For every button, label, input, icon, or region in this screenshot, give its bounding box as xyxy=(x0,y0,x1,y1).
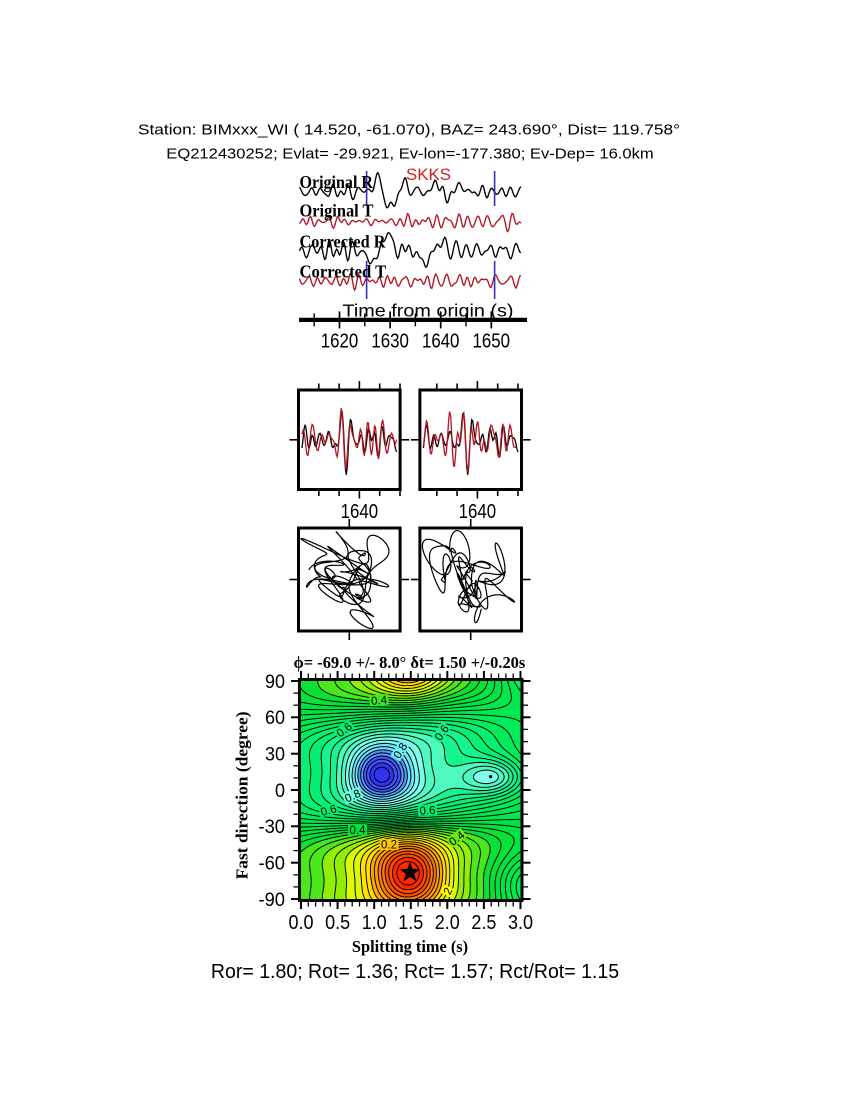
svg-text:ϕ= -69.0 +/- 8.0° δt= 1.50 +/-: ϕ= -69.0 +/- 8.0° δt= 1.50 +/-0.20s xyxy=(294,653,526,672)
svg-text:Ror= 1.80; Rot= 1.36; Rct= 1.5: Ror= 1.80; Rot= 1.36; Rct= 1.57; Rct/Rot… xyxy=(211,961,619,983)
svg-text:1640: 1640 xyxy=(459,501,497,523)
svg-text:1620: 1620 xyxy=(321,330,359,352)
svg-text:90: 90 xyxy=(265,672,285,693)
svg-text:2: 2 xyxy=(442,886,456,897)
svg-text:Splitting time (s): Splitting time (s) xyxy=(352,937,468,956)
svg-text:1650: 1650 xyxy=(473,330,511,352)
svg-text:Original T: Original T xyxy=(300,201,374,221)
svg-text:1.5: 1.5 xyxy=(398,912,423,934)
svg-text:0.0: 0.0 xyxy=(289,912,314,934)
svg-text:2.0: 2.0 xyxy=(435,912,460,934)
svg-text:Corrected T: Corrected T xyxy=(300,262,387,282)
svg-text:1640: 1640 xyxy=(422,330,460,352)
svg-text:0.4: 0.4 xyxy=(350,825,367,837)
svg-text:1640: 1640 xyxy=(341,501,379,523)
svg-text:0.4: 0.4 xyxy=(371,694,389,707)
svg-text:Time from origin (s): Time from origin (s) xyxy=(343,301,514,321)
svg-text:0.5: 0.5 xyxy=(325,912,350,934)
svg-text:3.0: 3.0 xyxy=(508,912,533,934)
svg-text:0.6: 0.6 xyxy=(419,805,436,818)
svg-text:1630: 1630 xyxy=(371,330,409,352)
svg-text:Fast direction (degree): Fast direction (degree) xyxy=(233,711,252,879)
svg-text:Station: BIMxxx_WI ( 14.520,: Station: BIMxxx_WI ( 14.520, -61.070), B… xyxy=(138,122,680,139)
svg-text:0: 0 xyxy=(275,781,285,802)
svg-text:EQ212430252; Evlat= -29.921, E: EQ212430252; Evlat= -29.921, Ev-lon=-177… xyxy=(166,146,653,163)
svg-text:Corrected R: Corrected R xyxy=(300,231,386,251)
svg-text:30: 30 xyxy=(265,745,285,766)
svg-text:2.5: 2.5 xyxy=(471,912,496,934)
svg-text:SKKS: SKKS xyxy=(406,166,451,184)
svg-text:0.6: 0.6 xyxy=(320,803,339,819)
svg-text:1.0: 1.0 xyxy=(362,912,387,934)
svg-text:Original R: Original R xyxy=(300,172,374,192)
svg-text:-60: -60 xyxy=(259,854,286,875)
svg-text:60: 60 xyxy=(265,708,285,729)
svg-text:0.2: 0.2 xyxy=(381,840,397,852)
svg-text:-90: -90 xyxy=(259,890,286,911)
svg-text:-30: -30 xyxy=(259,817,286,838)
